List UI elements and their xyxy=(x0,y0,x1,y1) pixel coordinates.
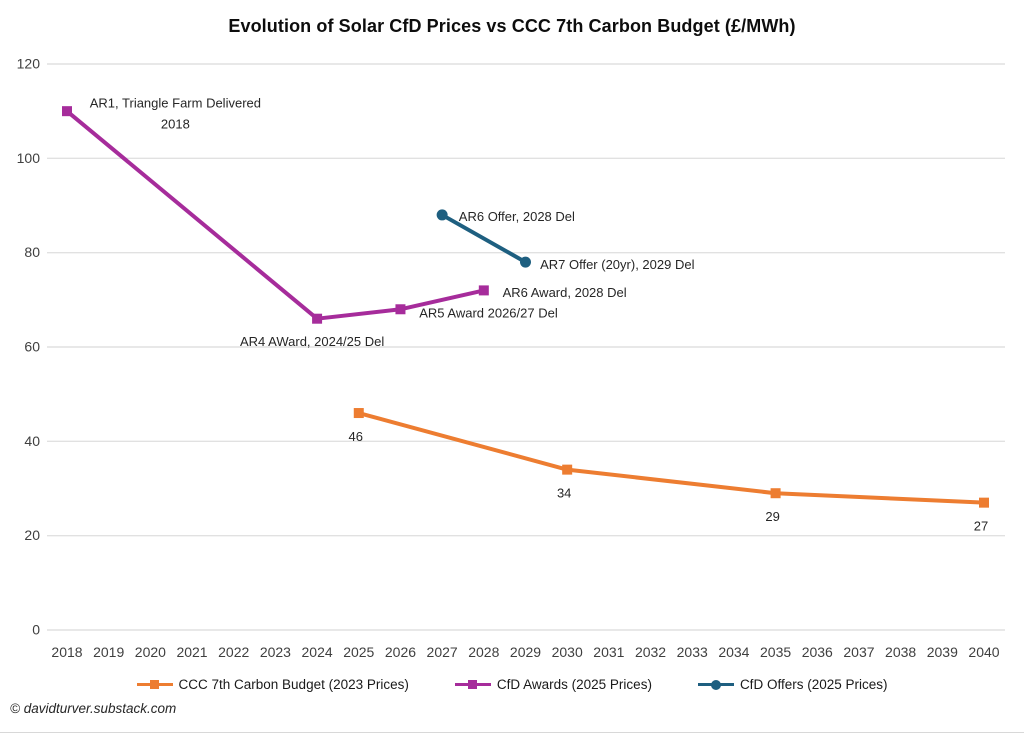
x-tick-label: 2019 xyxy=(93,644,124,660)
data-point-square xyxy=(979,497,989,508)
x-tick-label: 2038 xyxy=(885,644,916,660)
x-tick-label: 2025 xyxy=(343,644,374,660)
series-line-2 xyxy=(440,212,528,265)
legend-item-ccc-budget: CCC 7th Carbon Budget (2023 Prices) xyxy=(136,677,409,692)
data-point-square xyxy=(353,408,364,419)
data-point-square xyxy=(62,106,72,117)
x-tick-label: 2020 xyxy=(135,644,166,660)
x-tick-label: 2027 xyxy=(427,644,458,660)
annotation-label: AR6 Award, 2028 Del xyxy=(503,285,627,300)
legend-swatch xyxy=(697,679,734,690)
x-tick-label: 2029 xyxy=(510,644,541,660)
x-tick-label: 2039 xyxy=(927,644,958,660)
annotation-label: 2018 xyxy=(161,117,190,132)
footer-credit: © davidturver.substack.com xyxy=(10,701,177,716)
data-point-square xyxy=(478,285,489,296)
x-tick-label: 2022 xyxy=(218,644,249,660)
series-line-1 xyxy=(65,109,486,321)
series-line-0 xyxy=(356,411,986,505)
x-tick-label: 2023 xyxy=(260,644,291,660)
x-tick-label: 2031 xyxy=(593,644,624,660)
x-tick-label: 2026 xyxy=(385,644,416,660)
data-point-circle xyxy=(520,256,531,268)
x-tick-label: 2036 xyxy=(802,644,833,660)
chart-title: Evolution of Solar CfD Prices vs CCC 7th… xyxy=(228,16,796,36)
x-tick-label: 2018 xyxy=(51,644,82,660)
data-point-label: 27 xyxy=(974,519,988,534)
legend-swatch xyxy=(454,679,491,690)
y-tick-label: 100 xyxy=(17,150,41,166)
y-tick-label: 60 xyxy=(24,339,40,355)
legend-item-cfd-offers: CfD Offers (2025 Prices) xyxy=(697,677,888,692)
y-tick-label: 20 xyxy=(24,527,40,543)
x-tick-label: 2028 xyxy=(468,644,499,660)
legend-label: CfD Offers (2025 Prices) xyxy=(739,677,888,692)
y-tick-label: 0 xyxy=(32,622,40,638)
data-point-circle xyxy=(436,209,448,221)
x-tick-label: 2040 xyxy=(968,644,999,660)
legend-label: CfD Awards (2025 Prices) xyxy=(496,677,652,692)
x-tick-label: 2021 xyxy=(176,644,207,660)
x-tick-label: 2035 xyxy=(760,644,791,660)
data-point-square xyxy=(312,313,323,324)
legend: CCC 7th Carbon Budget (2023 Prices) CfD … xyxy=(0,677,1024,692)
x-tick-label: 2024 xyxy=(302,644,333,660)
data-point-label: 46 xyxy=(349,429,363,444)
x-tick-label: 2032 xyxy=(635,644,666,660)
annotation-label: AR7 Offer (20yr), 2029 Del xyxy=(540,257,694,272)
legend-circle-marker-icon xyxy=(710,679,721,690)
annotation-label: AR6 Offer, 2028 Del xyxy=(459,209,575,224)
x-tick-label: 2033 xyxy=(677,644,708,660)
annotation-label: AR5 Award 2026/27 Del xyxy=(419,306,558,321)
data-point-square xyxy=(395,304,406,315)
annotation-label: AR4 AWard, 2024/25 Del xyxy=(240,334,384,349)
y-tick-label: 40 xyxy=(24,433,40,449)
legend-swatch xyxy=(136,679,173,690)
data-point-square xyxy=(562,464,573,475)
x-tick-label: 2030 xyxy=(552,644,583,660)
y-tick-label: 120 xyxy=(17,56,41,72)
legend-square-marker-icon xyxy=(467,680,477,689)
legend-item-cfd-awards: CfD Awards (2025 Prices) xyxy=(454,677,652,692)
data-point-square xyxy=(770,488,781,499)
legend-square-marker-icon xyxy=(149,680,159,689)
legend-label: CCC 7th Carbon Budget (2023 Prices) xyxy=(178,677,409,692)
x-tick-label: 2037 xyxy=(843,644,874,660)
annotation-label: AR1, Triangle Farm Delivered xyxy=(90,96,261,111)
y-tick-label: 80 xyxy=(24,244,40,260)
x-tick-label: 2034 xyxy=(718,644,749,660)
data-point-label: 29 xyxy=(765,509,779,524)
data-point-label: 34 xyxy=(557,486,571,501)
